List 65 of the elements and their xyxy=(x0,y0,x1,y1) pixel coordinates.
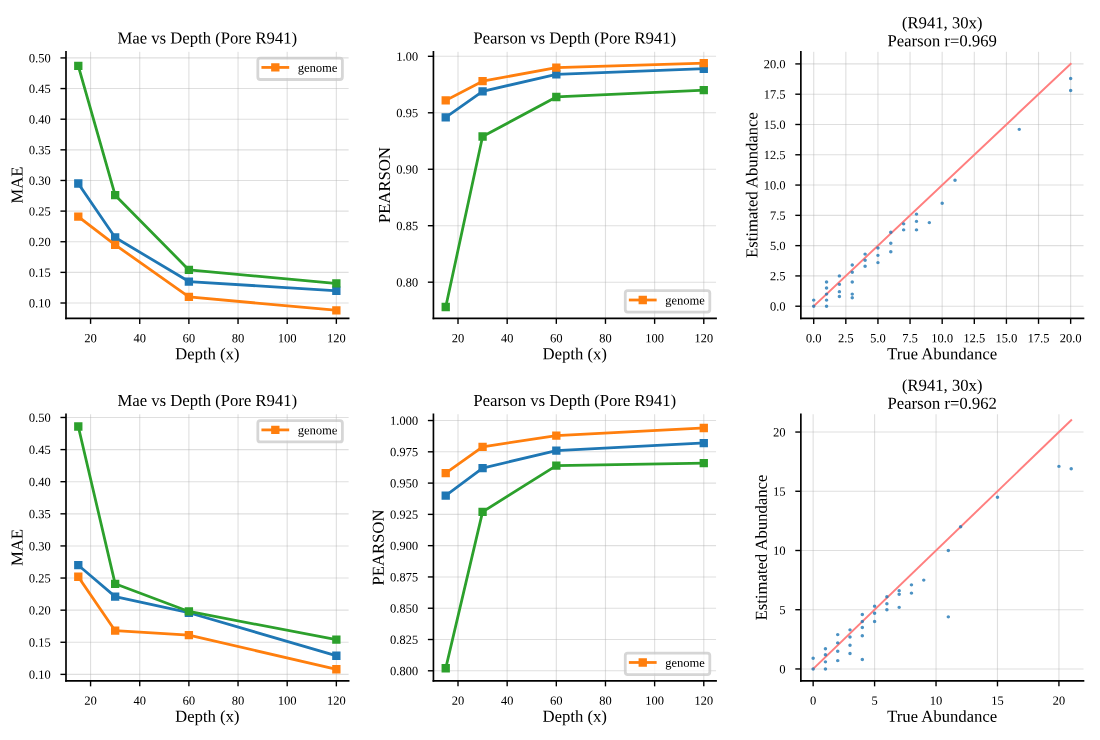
point xyxy=(332,665,341,674)
point xyxy=(699,438,708,448)
point xyxy=(552,92,561,102)
point xyxy=(110,626,120,635)
point xyxy=(332,286,341,295)
y-axis-title: MAE xyxy=(11,167,23,204)
x-axis-title: Depth (x) xyxy=(175,347,239,363)
x-axis-title: Depth (x) xyxy=(175,710,239,726)
point xyxy=(332,306,341,315)
chart-title: Mae vs Depth (Pore R941) xyxy=(118,394,297,410)
chart-title: (R941, 30x) xyxy=(902,379,982,395)
x-axis-title: Depth (x) xyxy=(543,347,607,363)
point xyxy=(332,651,341,660)
point xyxy=(441,113,450,122)
point xyxy=(441,302,450,312)
chart-title: Mae vs Depth (Pore R941) xyxy=(118,31,297,48)
point xyxy=(478,132,487,141)
chart-title: Pearson vs Depth (Pore R941) xyxy=(473,394,676,410)
y-axis-title: PEARSON xyxy=(378,147,391,223)
point xyxy=(699,86,708,95)
point xyxy=(74,561,83,570)
point xyxy=(552,461,561,470)
chart-title: Pearson vs Depth (Pore R941) xyxy=(473,31,676,48)
point xyxy=(110,191,120,200)
point xyxy=(478,87,487,96)
point xyxy=(110,240,120,249)
point xyxy=(478,442,487,451)
x-axis-title: True Abundance xyxy=(887,710,997,722)
point xyxy=(441,468,450,478)
x-axis-title: True Abundance xyxy=(887,347,997,360)
point xyxy=(699,423,708,433)
point xyxy=(110,233,120,242)
y-axis-title: Estimated Abundance xyxy=(745,112,758,258)
point xyxy=(552,63,561,72)
point xyxy=(74,212,83,221)
point xyxy=(184,265,194,275)
point xyxy=(441,491,450,500)
point xyxy=(699,58,708,68)
point xyxy=(74,179,83,188)
chart-subtitle: Pearson r=0.962 xyxy=(887,397,996,409)
point xyxy=(74,572,83,581)
point xyxy=(552,446,561,455)
point xyxy=(332,635,341,644)
point xyxy=(478,507,487,517)
point xyxy=(552,70,561,79)
y-axis-title: PEARSON xyxy=(372,509,384,586)
point xyxy=(74,422,83,431)
point xyxy=(74,61,83,71)
point xyxy=(110,592,120,601)
chart-subtitle: Pearson r=0.969 xyxy=(887,35,997,47)
point xyxy=(110,579,120,588)
y-axis-title: Estimated Abundance xyxy=(755,475,767,620)
point xyxy=(699,458,708,468)
point xyxy=(332,279,341,288)
point xyxy=(441,96,450,105)
x-axis-title: Depth (x) xyxy=(543,710,607,726)
chart-title: (R941, 30x) xyxy=(902,16,982,32)
point xyxy=(478,77,487,86)
point xyxy=(552,431,561,440)
point xyxy=(184,277,194,286)
y-axis-title: MAE xyxy=(11,529,23,566)
point xyxy=(441,664,450,673)
point xyxy=(184,631,194,640)
point xyxy=(184,292,194,302)
point xyxy=(478,463,487,473)
